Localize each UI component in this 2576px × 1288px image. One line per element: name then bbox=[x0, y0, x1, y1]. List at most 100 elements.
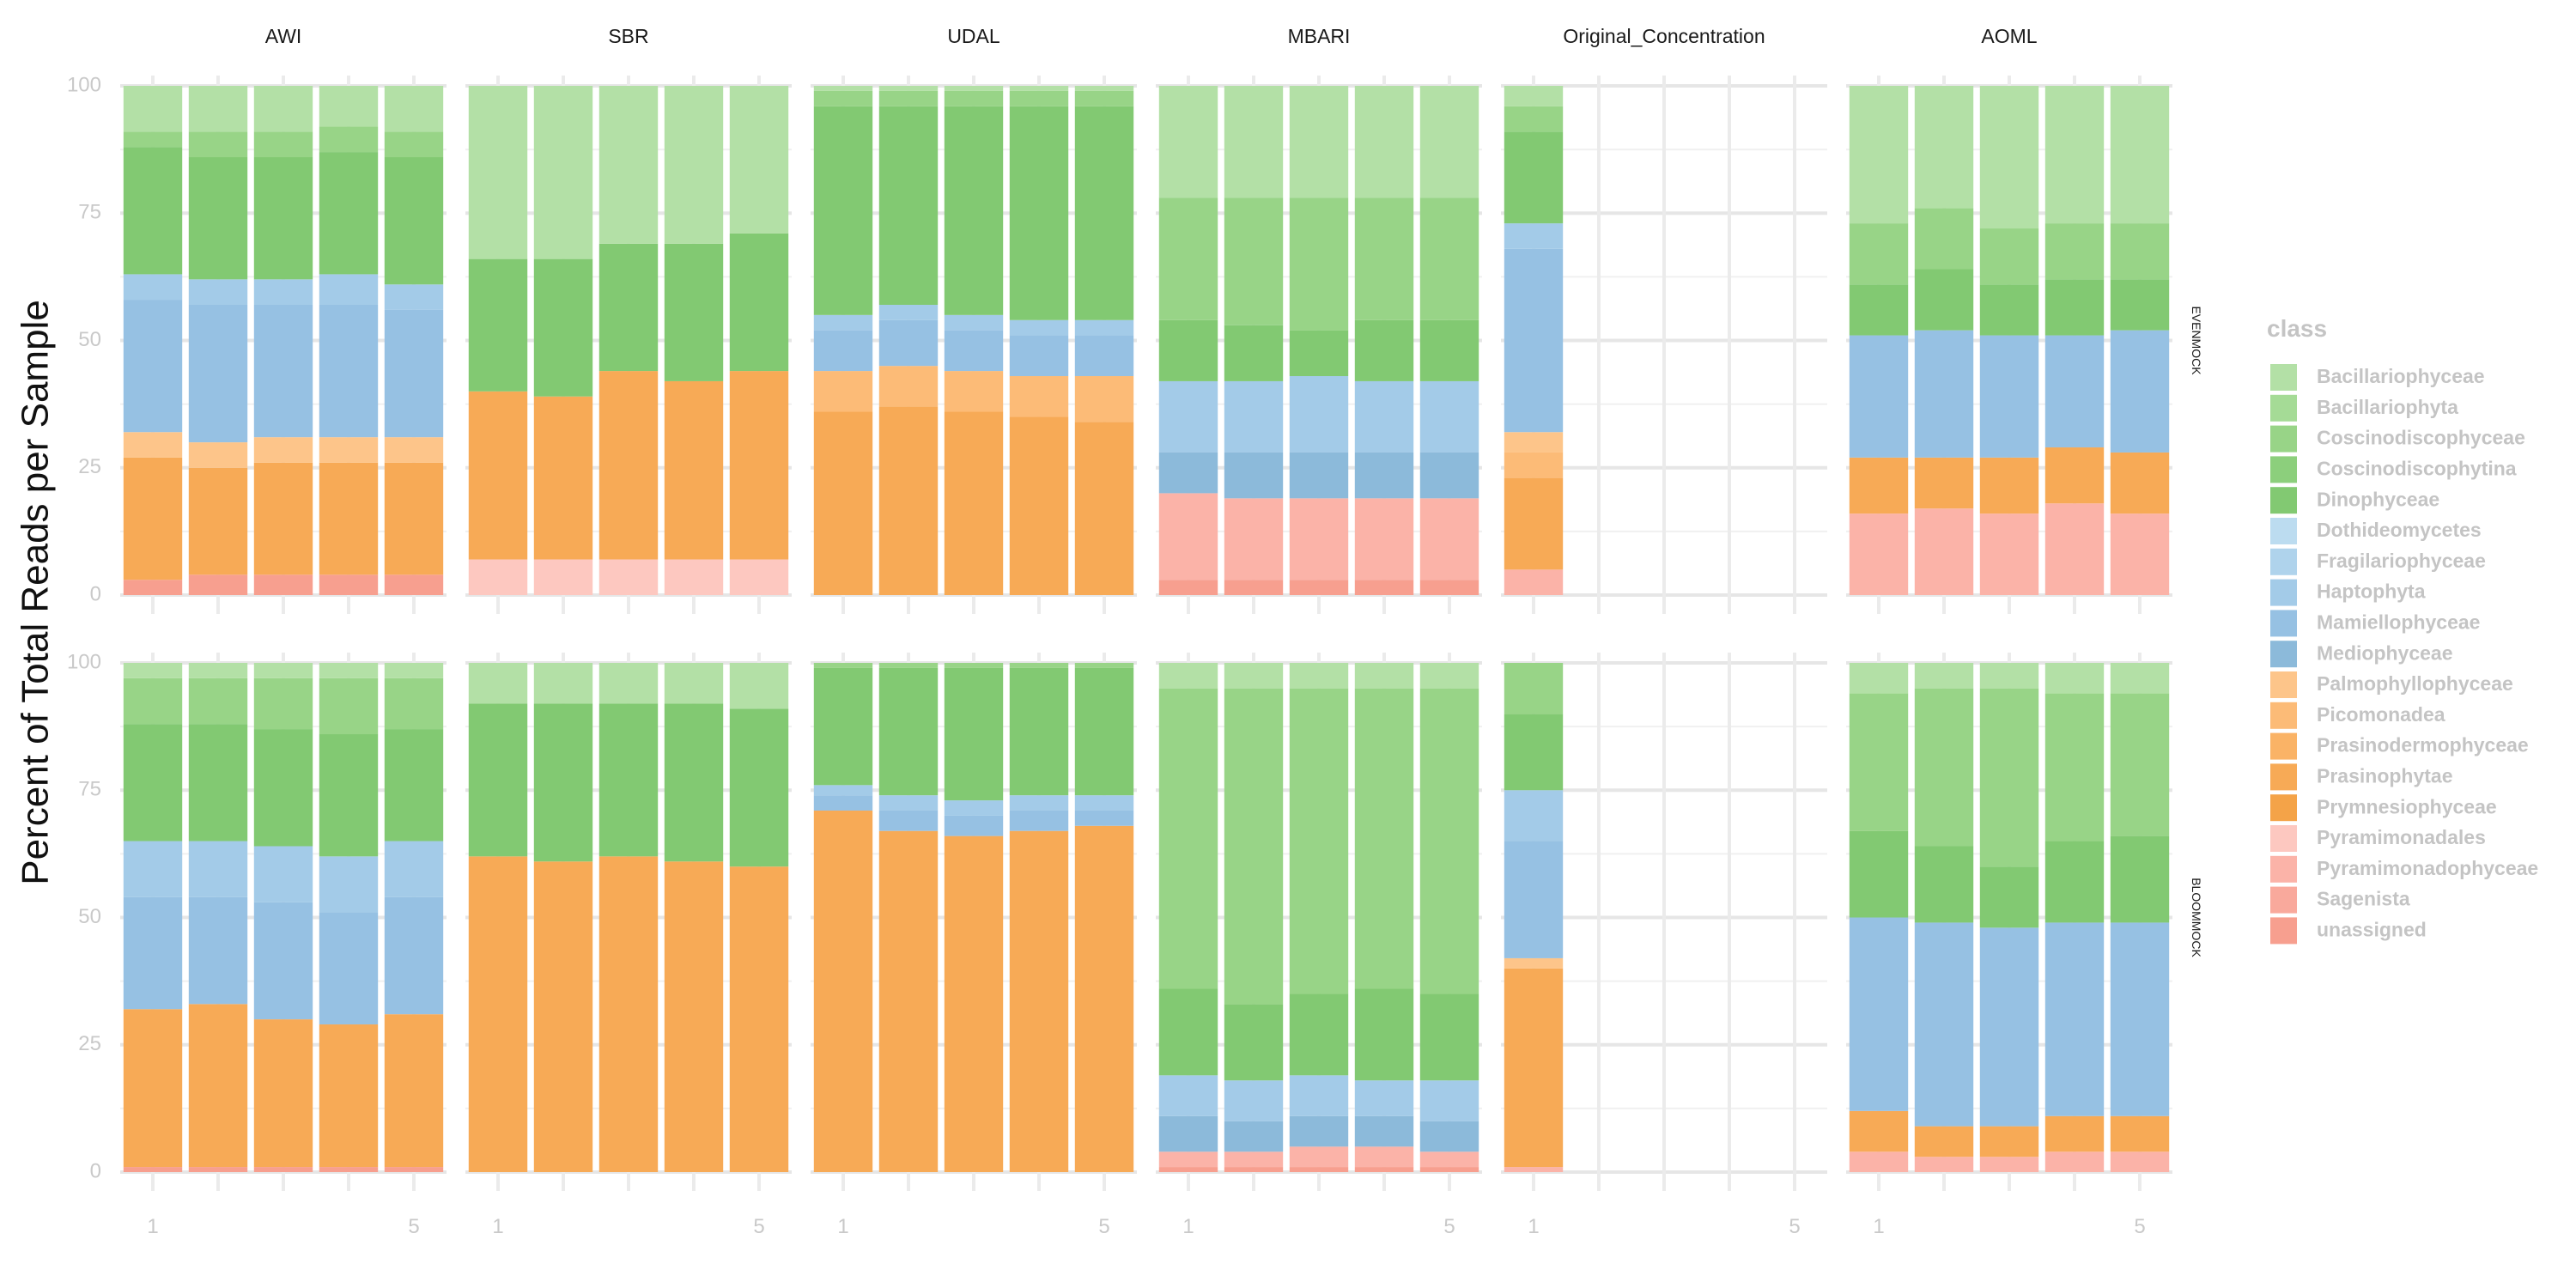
bar-segment-bacillariophyceae bbox=[1224, 86, 1284, 198]
bar-segment-dinophyceae bbox=[944, 667, 1004, 801]
bar-segment-prasinophytae bbox=[533, 861, 593, 1172]
bar-segment-coscinodiscophyceae bbox=[1354, 688, 1414, 989]
bar-segment-prasinophytae bbox=[123, 1009, 183, 1168]
bar-segment-haptophyta bbox=[1504, 790, 1564, 841]
legend-swatch bbox=[2270, 579, 2297, 606]
bar-segment-dinophyceae bbox=[1074, 106, 1134, 320]
x-tick-label: 5 bbox=[1098, 1215, 1109, 1238]
bar-segment-picomonadea bbox=[1504, 452, 1564, 478]
facet-column-label: Original_Concentration bbox=[1563, 25, 1765, 47]
legend-item-coscinodiscophyceae: Coscinodiscophyceae bbox=[2270, 425, 2525, 453]
legend-item-picomonadea: Picomonadea bbox=[2270, 702, 2445, 729]
bar-sample-1 bbox=[1158, 86, 1218, 595]
bar-sample-1 bbox=[1504, 663, 1564, 1172]
panel-bloommock-udal bbox=[811, 653, 1137, 1191]
bar-segment-dinophyceae bbox=[664, 243, 724, 381]
bar-segment-bacillariophyceae bbox=[598, 663, 659, 704]
x-tick-label: 1 bbox=[1182, 1215, 1194, 1238]
bar-segment-mamiellophyceae bbox=[384, 896, 444, 1015]
bar-segment-coscinodiscophyceae bbox=[188, 131, 248, 158]
x-tick-label: 5 bbox=[1789, 1215, 1800, 1238]
bar-sample-2 bbox=[188, 86, 248, 595]
bar-segment-palmophyllophyceae bbox=[123, 432, 183, 458]
legend-label: Pyramimonadales bbox=[2317, 826, 2486, 848]
bar-segment-mamiellophyceae bbox=[1504, 248, 1564, 433]
bar-segment-dinophyceae bbox=[384, 157, 444, 285]
bar-segment-mamiellophyceae bbox=[2110, 922, 2170, 1116]
bar-segment-haptophyta bbox=[1224, 1080, 1284, 1121]
legend-label: Sagenista bbox=[2317, 888, 2410, 910]
bar-segment-mamiellophyceae bbox=[878, 319, 939, 367]
legend-swatch bbox=[2270, 610, 2297, 637]
bar-segment-coscinodiscophyceae bbox=[1158, 688, 1218, 989]
bar-segment-haptophyta bbox=[253, 846, 313, 902]
bar-segment-haptophyta bbox=[1224, 380, 1284, 453]
bar-segment-mamiellophyceae bbox=[1849, 917, 1909, 1111]
bar-segment-pyramimonadophyceae bbox=[1914, 508, 1974, 595]
bar-segment-bacillariophyceae bbox=[729, 663, 789, 709]
bar-segment-prasinophytae bbox=[813, 810, 873, 1172]
bar-segment-unassigned bbox=[1354, 1167, 1414, 1172]
bar-segment-bacillariophyceae bbox=[1289, 663, 1349, 689]
bar-segment-prasinophytae bbox=[468, 391, 528, 560]
bar-segment-coscinodiscophyceae bbox=[253, 677, 313, 730]
bar-segment-dinophyceae bbox=[1914, 269, 1974, 331]
bar-segment-prasinophytae bbox=[319, 1024, 379, 1168]
legend-label: Dothideomycetes bbox=[2317, 519, 2482, 541]
bar-segment-bacillariophyceae bbox=[123, 86, 183, 132]
bar-segment-coscinodiscophyceae bbox=[1224, 197, 1284, 325]
bar-sample-5 bbox=[2110, 86, 2170, 595]
bar-segment-mamiellophyceae bbox=[253, 902, 313, 1020]
bar-segment-unassigned bbox=[1158, 1167, 1218, 1172]
bar-sample-2 bbox=[878, 663, 939, 1172]
legend-item-prymnesiophyceae: Prymnesiophyceae bbox=[2270, 794, 2497, 822]
bar-segment-coscinodiscophyceae bbox=[2044, 693, 2105, 841]
bar-segment-dinophyceae bbox=[813, 106, 873, 315]
legend-item-mamiellophyceae: Mamiellophyceae bbox=[2270, 610, 2480, 637]
bar-segment-mamiellophyceae bbox=[1914, 330, 1974, 458]
legend-item-dinophyceae: Dinophyceae bbox=[2270, 487, 2439, 514]
bar-segment-bacillariophyceae bbox=[188, 86, 248, 132]
bar-segment-dinophyceae bbox=[1849, 830, 1909, 918]
bar-segment-dinophyceae bbox=[1074, 667, 1134, 796]
bar-segment-coscinodiscophyceae bbox=[944, 663, 1004, 668]
bar-segment-dinophyceae bbox=[2044, 279, 2105, 336]
bar-segment-pyramimonadales bbox=[598, 559, 659, 595]
bar-segment-pyramimonadophyceae bbox=[2110, 513, 2170, 595]
bar-segment-unassigned bbox=[384, 574, 444, 595]
bar-segment-prasinophytae bbox=[664, 861, 724, 1172]
bar-segment-prasinophytae bbox=[468, 856, 528, 1172]
bar-segment-coscinodiscophyceae bbox=[1979, 228, 2039, 285]
bar-segment-mamiellophyceae bbox=[944, 815, 1004, 836]
bar-segment-mamiellophyceae bbox=[319, 912, 379, 1025]
bar-segment-mamiellophyceae bbox=[1914, 922, 1974, 1127]
legend-swatch bbox=[2270, 425, 2297, 453]
x-tick-label: 1 bbox=[147, 1215, 158, 1238]
legend: class Bacillariophyceae Bacillariophyta Co… bbox=[2267, 315, 2538, 945]
bar-segment-mamiellophyceae bbox=[253, 304, 313, 438]
legend-swatch bbox=[2270, 518, 2297, 544]
legend-item-bacillariophyta: Bacillariophyta bbox=[2270, 394, 2458, 422]
bar-sample-5 bbox=[384, 663, 444, 1172]
panel-bloommock-awi bbox=[120, 653, 447, 1191]
bar-segment-prasinophytae bbox=[1849, 457, 1909, 514]
bar-sample-3 bbox=[253, 663, 313, 1172]
bar-segment-dinophyceae bbox=[1354, 319, 1414, 381]
bar-segment-mamiellophyceae bbox=[1009, 810, 1069, 831]
bar-segment-unassigned bbox=[253, 574, 313, 595]
bar-sample-2 bbox=[188, 663, 248, 1172]
bar-segment-mamiellophyceae bbox=[123, 896, 183, 1010]
bar-segment-prasinophytae bbox=[533, 396, 593, 560]
facet-row-label: EVENMOCK bbox=[2190, 306, 2203, 375]
bar-segment-mamiellophyceae bbox=[944, 330, 1004, 372]
bar-segment-haptophyta bbox=[319, 856, 379, 913]
bar-segment-dinophyceae bbox=[1224, 325, 1284, 381]
bar-segment-bacillariophyceae bbox=[1914, 86, 1974, 209]
bar-segment-palmophyllophyceae bbox=[188, 442, 248, 468]
bar-segment-prasinophytae bbox=[384, 462, 444, 575]
bar-segment-bacillariophyceae bbox=[598, 86, 659, 244]
bar-segment-haptophyta bbox=[1289, 1075, 1349, 1116]
legend-label: Haptophyta bbox=[2317, 580, 2426, 603]
bar-segment-prasinophytae bbox=[729, 371, 789, 560]
bar-segment-dinophyceae bbox=[123, 147, 183, 275]
